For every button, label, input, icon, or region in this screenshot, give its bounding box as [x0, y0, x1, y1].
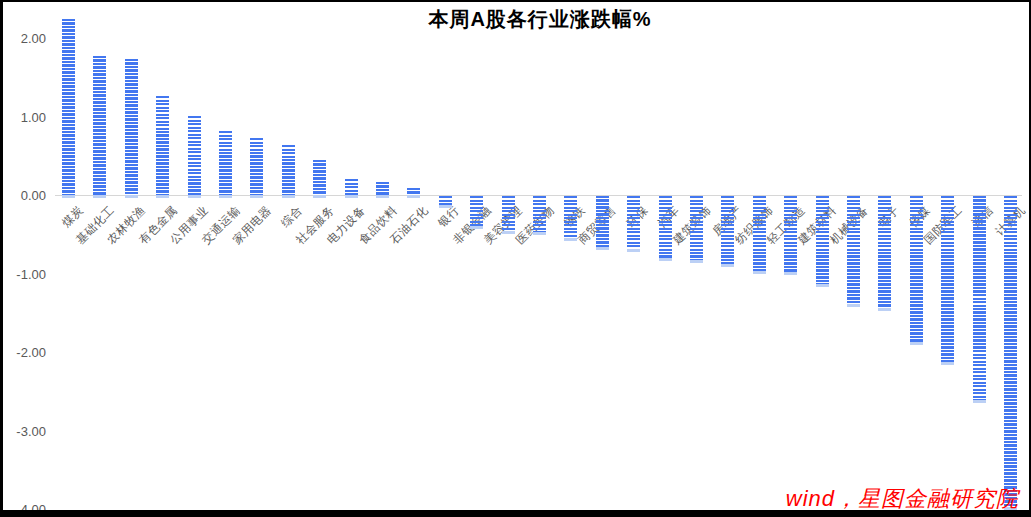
bar-基础化工	[93, 56, 106, 195]
chart-container: 本周A股各行业涨跌幅% 2.001.000.00-1.00-2.00-3.00-…	[0, 0, 1031, 517]
bar-非银金融	[470, 196, 483, 226]
bar-机械设备	[847, 196, 860, 304]
bar-家用电器	[250, 138, 263, 195]
bar-石油石化	[407, 188, 420, 195]
bar-农林牧渔	[125, 59, 138, 195]
bar-美容护理	[502, 196, 515, 231]
bar-国防军工	[941, 196, 954, 362]
y-tick-label: 2.00	[0, 31, 46, 46]
bar-交通运输	[219, 131, 232, 195]
y-tick-label: -2.00	[0, 345, 46, 360]
bar-综合	[282, 145, 295, 195]
bar-食品饮料	[376, 182, 389, 195]
bar-环保	[627, 196, 640, 249]
bar-有色金属	[156, 96, 169, 195]
frame-border-left	[0, 0, 3, 517]
bar-轻工制造	[784, 196, 797, 272]
y-tick-label: -3.00	[0, 424, 46, 439]
bar-汽车	[659, 196, 672, 258]
bar-社会服务	[313, 160, 326, 195]
frame-border-bottom	[0, 510, 1031, 517]
bar-公用事业	[188, 116, 201, 195]
y-tick-label: 1.00	[0, 110, 46, 125]
y-tick-label: 0.00	[0, 188, 46, 203]
bar-传媒	[910, 196, 923, 342]
bar-银行	[439, 196, 452, 205]
bar-商贸零售	[596, 196, 609, 247]
bar-钢铁	[564, 196, 577, 238]
y-tick-label: -1.00	[0, 267, 46, 282]
bar-通信	[973, 196, 986, 400]
bar-计算机	[1004, 196, 1017, 507]
frame-border-top	[0, 0, 1031, 2]
bar-煤炭	[62, 19, 75, 195]
bar-纺织服饰	[753, 196, 766, 271]
bar-房地产	[721, 196, 734, 264]
bar-建筑装饰	[690, 196, 703, 260]
bar-电力设备	[345, 179, 358, 195]
bar-电子	[878, 196, 891, 308]
bar-医药生物	[533, 196, 546, 232]
bar-建筑材料	[816, 196, 829, 284]
chart-title: 本周A股各行业涨跌幅%	[45, 6, 1031, 33]
